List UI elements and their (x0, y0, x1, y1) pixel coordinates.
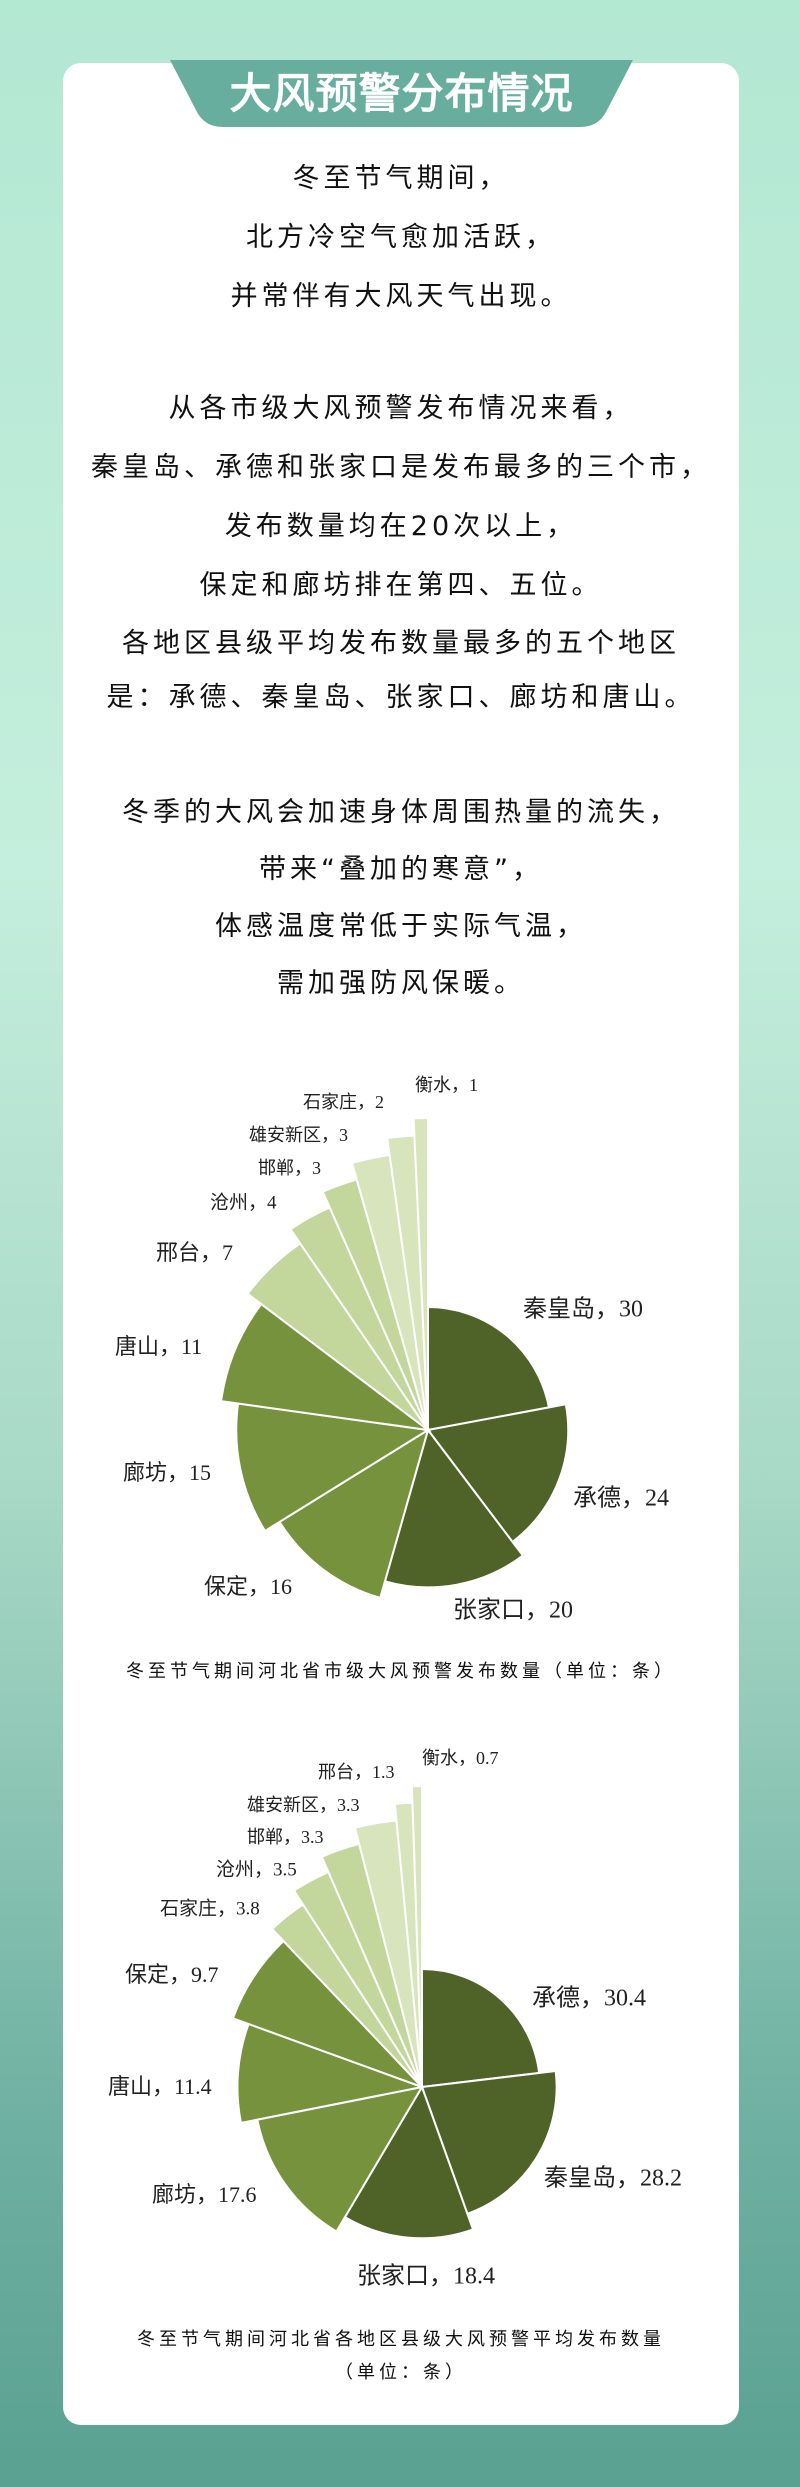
paragraph-2-line: 保定和廊坊排在第四、五位。 (199, 570, 603, 601)
chart2-sector-承德 (421, 1967, 541, 2089)
chart1-data-label: 秦皇岛，30 (523, 1296, 643, 1323)
chart2-caption-unit: （单位：条） (335, 2362, 467, 2383)
paragraph-1-line: 冬至节气期间， (292, 163, 510, 194)
chart1-sector-衡水 (412, 1116, 429, 1431)
title-banner: 大风预警分布情况 (170, 60, 633, 127)
chart1-sector-承德 (426, 1403, 570, 1544)
chart2-sector-衡水 (410, 1784, 423, 2088)
chart2-data-label: 邢台，1.3 (318, 1762, 395, 1782)
chart2-data-label: 承德，30.4 (532, 1985, 646, 2012)
paragraph-3-line: 需加强防风保暖。 (277, 968, 525, 999)
chart2-data-label: 保定，9.7 (125, 1962, 219, 1987)
page-title: 大风预警分布情况 (229, 69, 574, 118)
paragraph-3-line: 带来“叠加的寒意”， (259, 854, 543, 885)
chart1-caption: 冬至节气期间河北省市级大风预警发布数量（单位：条） (126, 1661, 676, 1682)
chart1-data-label: 承德，24 (573, 1485, 669, 1512)
chart1-data-label: 廊坊，15 (123, 1460, 211, 1485)
chart2-data-label: 石家庄，3.8 (160, 1897, 260, 1919)
chart1-sector-唐山 (219, 1302, 432, 1432)
chart1-data-label: 雄安新区，3 (249, 1125, 348, 1145)
chart2-data-label: 衡水，0.7 (422, 1748, 499, 1768)
paragraph-3-line: 冬季的大风会加速身体周围热量的流失， (122, 797, 680, 828)
chart1-data-label: 保定，16 (204, 1574, 292, 1599)
banner-shape (170, 60, 633, 127)
chart1-data-label: 石家庄，2 (303, 1092, 384, 1112)
chart2-data-label: 雄安新区，3.3 (247, 1795, 360, 1815)
chart1-sector-廊坊 (235, 1402, 431, 1533)
chart1-data-label: 张家口，20 (453, 1597, 573, 1624)
paragraph-2-line: 各地区县级平均发布数量最多的五个地区 (122, 628, 680, 659)
chart1-sector-保定 (278, 1427, 430, 1600)
paragraph-2-line: 发布数量均在20次以上， (224, 511, 578, 542)
paragraph-2-line: 从各市级大风预警发布情况来看， (168, 393, 634, 424)
chart2-data-label: 秦皇岛，28.2 (544, 2165, 682, 2192)
chart2-sector-唐山 (236, 2022, 426, 2125)
chart1-data-label: 唐山，11 (115, 1334, 202, 1359)
paragraph-1-line: 并常伴有大风天气出现。 (230, 281, 572, 312)
paragraph-2-line: 秦皇岛、承德和张家口是发布最多的三个市， (91, 452, 711, 483)
paragraph-1-line: 北方冷空气愈加活跃， (246, 222, 556, 253)
chart2-sector-张家口 (343, 2084, 475, 2240)
chart1-data-label: 沧州，4 (210, 1191, 277, 1213)
chart1-data-label: 衡水，1 (415, 1075, 478, 1095)
chart1-data-label: 邢台，7 (156, 1240, 233, 1265)
chart1-sector-张家口 (383, 1427, 525, 1589)
paragraph-3-line: 体感温度常低于实际气温， (215, 911, 587, 942)
chart2-data-label: 张家口，18.4 (357, 2263, 495, 2290)
chart2-caption: 冬至节气期间河北省各地区县级大风预警平均发布数量 (137, 2329, 665, 2350)
chart2-data-label: 廊坊，17.6 (152, 2182, 257, 2207)
paragraph-2-line: 是：承德、秦皇岛、张家口、廊坊和唐山。 (106, 682, 696, 713)
chart2-data-label: 唐山，11.4 (108, 2074, 212, 2099)
chart1-data-label: 邯郸，3 (258, 1158, 321, 1178)
chart2-sector-廊坊 (256, 2085, 425, 2233)
chart1-sector-秦皇岛 (427, 1305, 551, 1432)
chart2-data-label: 邯郸，3.3 (247, 1827, 324, 1847)
chart2-data-label: 沧州，3.5 (216, 1858, 297, 1880)
